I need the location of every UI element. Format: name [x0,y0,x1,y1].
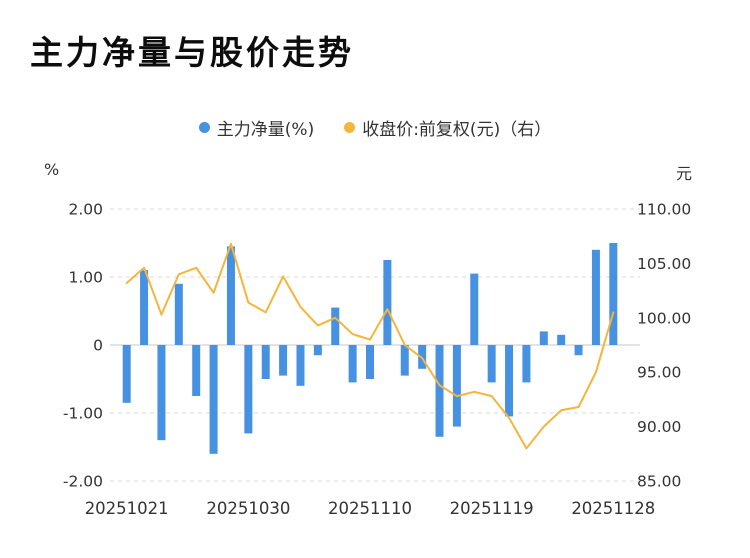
net-volume-bar [452,345,461,427]
y-axis-right-tick: 110.00 [637,201,691,219]
legend-dot-yellow [344,122,356,133]
x-axis-tick: 20251030 [206,499,290,518]
net-volume-bar [140,270,149,345]
close-price-line [125,242,615,450]
net-volume-bar [591,249,600,345]
y-axis-left-tick: -1.00 [63,405,103,423]
y-axis-right-tick: 90.00 [637,418,681,436]
net-volume-bar [557,334,566,345]
y-axis-right-tick: 105.00 [637,255,691,273]
net-volume-bar [522,345,531,383]
x-axis-tick: 20251021 [85,499,169,518]
x-axis-tick: 20251119 [450,499,534,518]
legend-dot-blue [198,122,210,133]
right-axis-unit-label: 元 [676,164,693,183]
y-axis-right-tick: 85.00 [637,473,681,491]
net-volume-bar [122,345,131,403]
x-axis-tick: 20251128 [571,499,655,518]
legend: 主力净量(%) 收盘价:前复权(元)（右） [0,115,750,140]
net-volume-bar [609,243,618,345]
net-volume-bar [261,345,270,379]
legend-label-main-net-volume: 主力净量(%) [216,120,315,140]
y-axis-left-tick: -2.00 [63,473,103,491]
y-axis-left-tick: 1.00 [68,269,103,287]
net-volume-bar [487,345,496,383]
y-axis-left-tick: 0 [93,337,103,355]
net-volume-bar [279,345,288,376]
net-volume-bar [383,260,392,345]
left-axis-unit-label: % [44,160,60,179]
y-axis-left-tick: 2.00 [68,201,103,219]
net-volume-bar [400,345,409,376]
net-volume-bar [174,283,183,345]
net-volume-bar [296,345,305,386]
net-volume-bar [331,307,340,345]
legend-item-close-price[interactable]: 收盘价:前复权(元)（右） [344,115,551,140]
net-volume-bar [192,345,201,396]
net-volume-bar [348,345,357,383]
net-volume-bar [539,331,548,345]
legend-item-main-net-volume[interactable]: 主力净量(%) [198,115,315,140]
chart-title: 主力净量与股价走势 [30,33,354,72]
net-volume-bar [313,345,322,356]
x-axis-tick: 20251110 [328,499,412,518]
y-axis-right-tick: 100.00 [637,309,691,327]
y-axis-right-tick: 95.00 [637,364,681,382]
net-volume-bar [470,273,479,345]
legend-label-close-price: 收盘价:前复权(元)（右） [362,120,552,140]
net-volume-bar [574,345,583,356]
net-volume-bar [435,345,444,437]
net-volume-bar [157,345,166,441]
net-volume-bar [505,345,514,417]
net-volume-bar [209,345,218,454]
net-volume-bar [226,246,235,345]
net-volume-bar [244,345,253,434]
net-volume-bar [366,345,374,379]
